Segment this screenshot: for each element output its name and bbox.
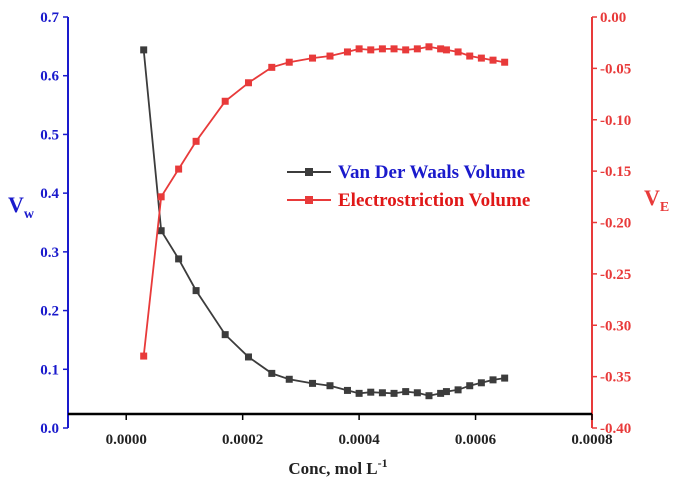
data-point-vdw: [192, 287, 200, 295]
data-point-vdw: [402, 388, 410, 396]
data-point-elec: [367, 46, 375, 54]
right-tick-label: 0.00: [600, 10, 626, 26]
data-point-elec: [402, 46, 410, 54]
data-point-elec: [268, 63, 276, 71]
left-tick-label: 0.3: [40, 245, 59, 261]
data-point-elec: [326, 52, 334, 60]
data-point-elec: [425, 43, 433, 51]
right-tick-label: -0.40: [600, 421, 631, 437]
data-point-elec: [309, 54, 317, 62]
data-point-elec: [378, 45, 386, 53]
data-point-vdw: [442, 388, 450, 396]
x-tick-label: 0.0004: [338, 432, 380, 448]
legend-box: [283, 154, 585, 216]
data-point-vdw: [390, 389, 398, 397]
data-point-elec: [140, 352, 148, 360]
x-tick-label: 0.0008: [571, 432, 612, 448]
x-axis-title-sup: -1: [378, 456, 388, 470]
right-axis-title-sub: E: [660, 200, 669, 215]
data-point-elec: [390, 45, 398, 53]
left-tick-label: 0.7: [40, 10, 59, 26]
data-point-vdw: [355, 389, 363, 397]
data-point-elec: [501, 58, 509, 66]
data-point-elec: [413, 45, 421, 53]
data-point-vdw: [157, 227, 165, 235]
data-point-vdw: [326, 382, 334, 390]
data-point-elec: [244, 79, 252, 87]
data-point-elec: [355, 45, 363, 53]
data-point-vdw: [425, 392, 433, 400]
data-point-elec: [285, 58, 293, 66]
right-tick-label: -0.25: [600, 267, 631, 283]
right-axis-title: VE: [644, 185, 669, 215]
legend-label-elec: Electrostriction Volume: [338, 190, 530, 211]
data-point-vdw: [477, 379, 485, 387]
data-point-vdw: [309, 379, 317, 387]
right-tick-label: -0.30: [600, 318, 631, 334]
data-point-vdw: [367, 388, 375, 396]
right-tick-label: -0.20: [600, 216, 631, 232]
right-tick-label: -0.05: [600, 61, 631, 77]
data-point-elec: [157, 193, 165, 201]
data-point-vdw: [268, 369, 276, 377]
data-point-elec: [442, 46, 450, 54]
right-tick-label: -0.10: [600, 113, 631, 129]
series-line-vdw: [142, 49, 505, 397]
right-tick-label: -0.15: [600, 164, 631, 180]
data-point-elec: [192, 137, 200, 145]
left-axis-title-main: V: [8, 192, 24, 217]
legend-label-vdw: Van Der Waals Volume: [338, 162, 525, 183]
left-tick-label: 0.4: [40, 186, 59, 202]
data-point-elec: [221, 97, 229, 105]
data-point-vdw: [244, 353, 252, 361]
data-point-vdw: [378, 389, 386, 397]
left-tick-label: 0.0: [40, 421, 59, 437]
legend-marker-vdw: [305, 168, 313, 176]
x-tick-label: 0.0002: [222, 432, 263, 448]
data-point-elec: [466, 52, 474, 60]
data-point-vdw: [501, 374, 509, 382]
data-point-vdw: [454, 386, 462, 394]
data-point-vdw: [343, 386, 351, 394]
data-point-elec: [175, 165, 183, 173]
data-point-elec: [489, 56, 497, 64]
data-point-vdw: [413, 389, 421, 397]
data-point-vdw: [285, 375, 293, 383]
data-point-elec: [454, 48, 462, 56]
right-axis-title-main: V: [644, 185, 660, 210]
left-axis-title-sub: w: [24, 207, 35, 222]
left-tick-label: 0.1: [40, 362, 59, 378]
legend: Van Der Waals Volume Electrostriction Vo…: [283, 154, 585, 216]
data-point-elec: [437, 45, 445, 53]
legend-marker-elec: [305, 196, 313, 204]
left-tick-label: 0.5: [40, 127, 59, 143]
x-tick-label: 0.0000: [106, 432, 147, 448]
data-point-vdw: [175, 255, 183, 263]
left-axis-title: Vw: [8, 192, 35, 222]
x-axis-title: Conc, mol L-1: [288, 456, 387, 478]
data-point-vdw: [437, 389, 445, 397]
left-tick-label: 0.6: [40, 69, 59, 85]
left-tick-label: 0.2: [40, 304, 59, 320]
data-point-elec: [477, 54, 485, 62]
data-point-vdw: [140, 46, 148, 54]
axes-layer: 0.0 0.1 0.2 0.3 0.4 0.5 0.6 0.7 0.00 -0.05 -0.10 -0…: [40, 10, 631, 448]
x-axis-title-main: Conc, mol L: [288, 459, 377, 478]
series-layer: [140, 43, 509, 400]
x-tick-label: 0.0006: [455, 432, 497, 448]
data-point-elec: [343, 48, 351, 56]
data-point-vdw: [221, 331, 229, 339]
data-point-vdw: [466, 382, 474, 390]
data-point-vdw: [489, 376, 497, 384]
right-tick-label: -0.35: [600, 370, 631, 386]
